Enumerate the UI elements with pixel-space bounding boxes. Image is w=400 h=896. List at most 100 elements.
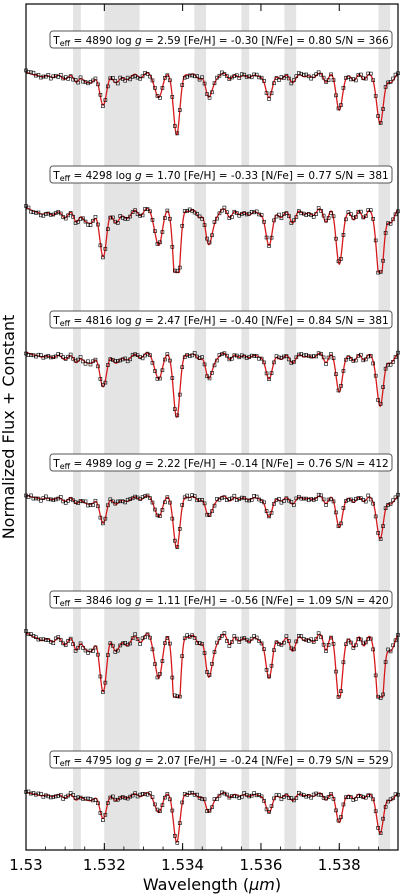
observed-point bbox=[349, 640, 353, 645]
observed-point bbox=[115, 221, 120, 225]
observed-point bbox=[309, 497, 314, 501]
observed-point bbox=[239, 212, 244, 216]
observed-point bbox=[51, 74, 56, 79]
model-line-5 bbox=[25, 791, 399, 843]
observed-point bbox=[235, 73, 239, 78]
observed-point bbox=[53, 354, 58, 359]
observed-point bbox=[56, 794, 61, 798]
observed-point bbox=[81, 797, 85, 801]
observed-point bbox=[192, 636, 197, 640]
observed-point bbox=[264, 667, 269, 672]
observed-point bbox=[98, 515, 103, 520]
observed-point bbox=[346, 75, 351, 80]
observed-point bbox=[383, 805, 388, 809]
observed-point bbox=[222, 631, 227, 636]
observed-point bbox=[101, 690, 105, 694]
observed-point bbox=[341, 369, 346, 373]
observed-point bbox=[217, 636, 222, 641]
observed-point bbox=[29, 70, 33, 75]
observed-point bbox=[358, 352, 363, 357]
observed-point bbox=[324, 649, 328, 653]
observed-point bbox=[36, 352, 41, 357]
observed-point bbox=[215, 497, 219, 501]
observed-point bbox=[190, 790, 194, 795]
observed-point bbox=[267, 514, 271, 519]
observed-point bbox=[39, 791, 43, 796]
observed-point bbox=[363, 76, 368, 81]
observed-point bbox=[277, 497, 281, 501]
observed-point bbox=[376, 826, 380, 830]
observed-point bbox=[230, 215, 234, 219]
observed-point bbox=[363, 499, 368, 504]
observed-point bbox=[138, 76, 142, 81]
observed-point bbox=[51, 795, 56, 799]
observed-point bbox=[177, 821, 182, 825]
observed-point bbox=[220, 208, 224, 213]
observed-point bbox=[249, 75, 254, 80]
observed-point bbox=[334, 510, 338, 515]
observed-point bbox=[289, 221, 294, 225]
observed-point bbox=[254, 72, 259, 77]
observed-point bbox=[319, 635, 323, 640]
observed-point bbox=[115, 499, 120, 504]
observed-point bbox=[175, 545, 180, 549]
annotation-box bbox=[49, 165, 393, 184]
observed-point bbox=[96, 82, 100, 87]
observed-point bbox=[73, 500, 78, 504]
observed-point bbox=[334, 669, 338, 674]
observed-point bbox=[361, 795, 366, 800]
observed-point bbox=[66, 639, 70, 643]
observed-point bbox=[309, 354, 314, 359]
observed-point bbox=[363, 357, 368, 362]
observed-point bbox=[346, 497, 351, 502]
annotation-1: Teff = 4298 log g = 1.70 [Fe/H] = -0.33 … bbox=[49, 165, 393, 184]
observed-point bbox=[155, 513, 160, 518]
observed-point bbox=[222, 72, 227, 76]
observed-point bbox=[111, 643, 115, 648]
observed-point bbox=[351, 798, 356, 802]
observed-point bbox=[168, 216, 172, 221]
observed-point bbox=[262, 500, 266, 505]
observed-point bbox=[249, 209, 254, 214]
observed-point bbox=[331, 356, 336, 361]
observed-point bbox=[249, 498, 254, 502]
observed-point bbox=[115, 648, 120, 653]
observed-point bbox=[331, 499, 336, 504]
observed-point bbox=[153, 229, 157, 233]
observed-point bbox=[326, 497, 331, 502]
observed-point bbox=[262, 647, 266, 652]
observed-point bbox=[222, 495, 227, 500]
observed-point bbox=[86, 651, 90, 655]
observed-point bbox=[118, 499, 123, 504]
observed-point bbox=[376, 270, 380, 275]
observed-point bbox=[393, 638, 398, 643]
observed-point bbox=[58, 793, 63, 797]
observed-point bbox=[391, 498, 395, 503]
observed-point bbox=[106, 227, 110, 231]
observed-point bbox=[336, 388, 341, 393]
observed-point bbox=[96, 222, 100, 227]
observed-point bbox=[93, 357, 98, 362]
observed-point bbox=[309, 76, 314, 81]
observed-point bbox=[339, 257, 343, 261]
observed-point bbox=[217, 211, 222, 216]
observed-point bbox=[155, 376, 160, 381]
observed-point bbox=[254, 635, 259, 640]
observed-point bbox=[78, 355, 83, 359]
observed-point bbox=[173, 833, 177, 838]
observed-point bbox=[125, 359, 130, 364]
observed-point bbox=[76, 501, 80, 505]
observed-point bbox=[195, 211, 199, 216]
observed-point bbox=[182, 636, 187, 641]
observed-point bbox=[130, 74, 135, 79]
observed-point bbox=[304, 353, 309, 357]
observed-point bbox=[78, 217, 83, 221]
observed-point bbox=[177, 108, 182, 112]
observed-point bbox=[197, 498, 202, 502]
observed-point bbox=[314, 212, 318, 216]
observed-point bbox=[125, 796, 130, 801]
observed-point bbox=[66, 213, 70, 218]
observed-point bbox=[344, 357, 348, 362]
observed-point bbox=[106, 363, 110, 367]
observed-point bbox=[287, 796, 291, 800]
